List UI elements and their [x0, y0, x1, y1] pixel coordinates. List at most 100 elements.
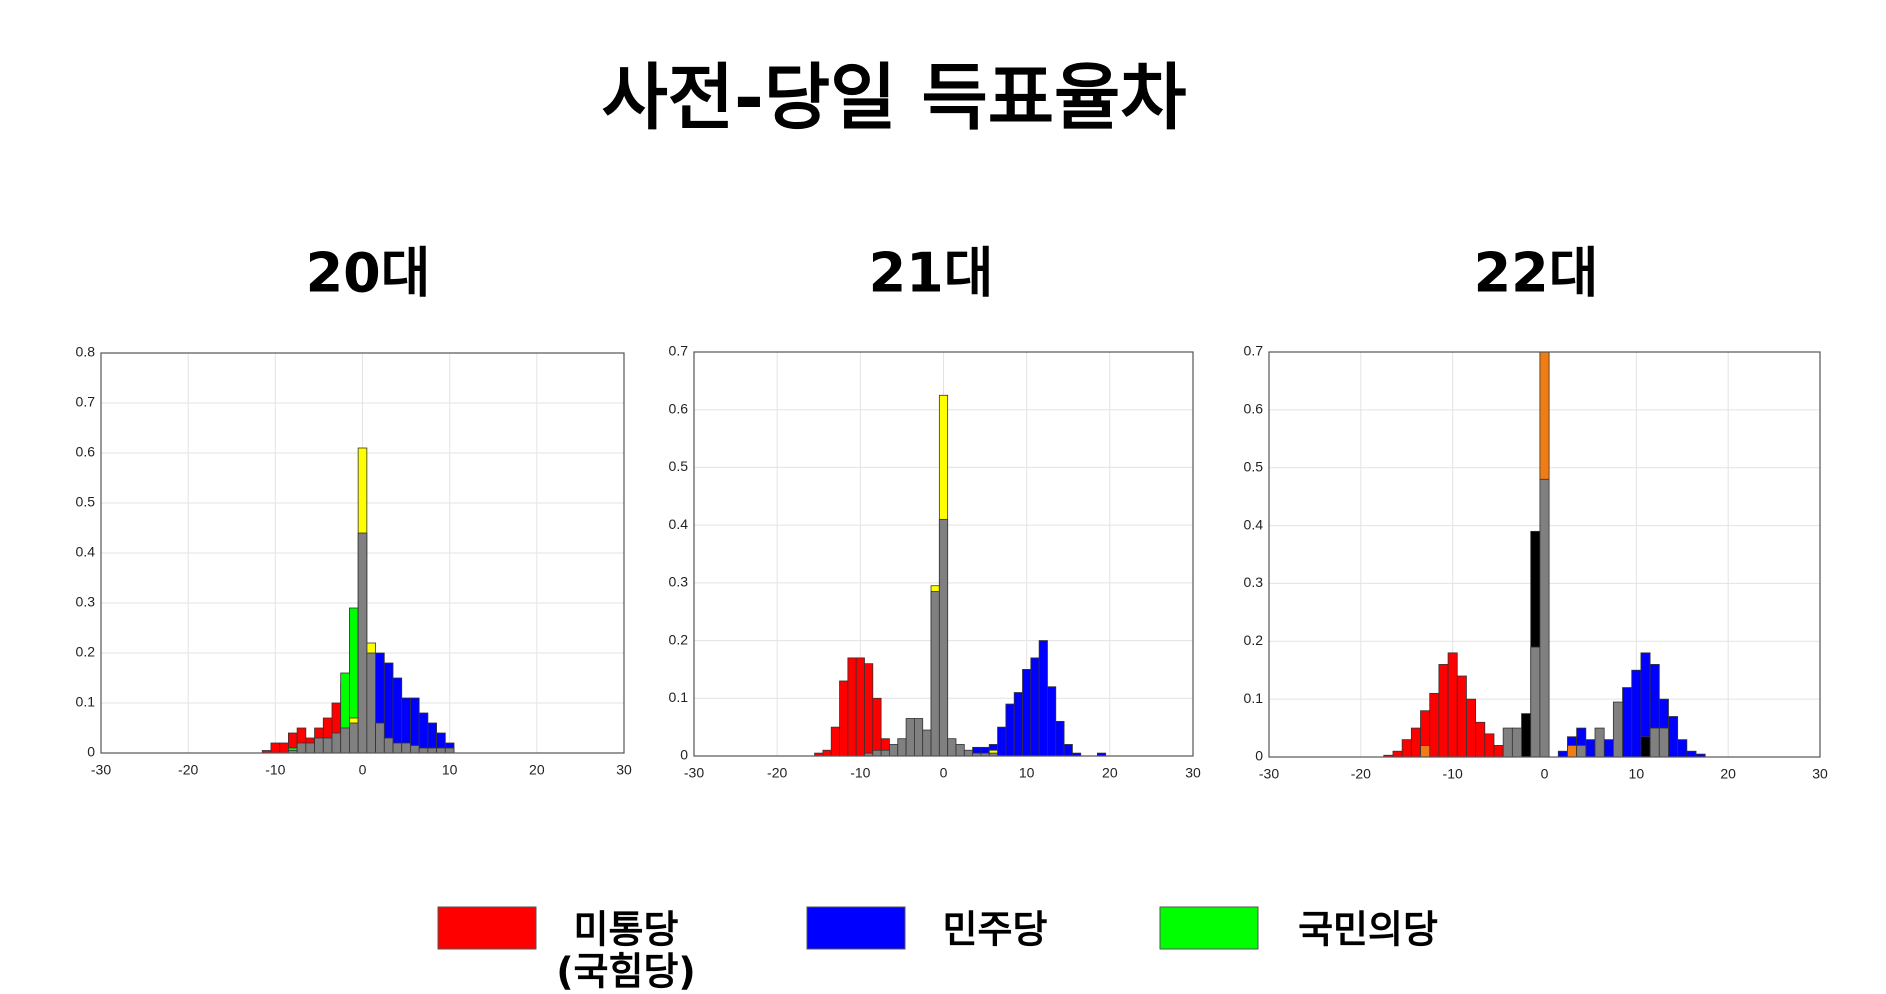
histogram-bar [1686, 750, 1697, 758]
histogram-bar [1631, 669, 1642, 758]
histogram-bar [296, 742, 307, 754]
histogram-bar [897, 738, 907, 757]
histogram-bar [410, 745, 420, 754]
y-tick-label: 0.1 [1244, 690, 1264, 706]
histogram-bar [1055, 720, 1065, 757]
histogram-bar [997, 726, 1007, 757]
histogram-bar [1567, 745, 1578, 758]
x-tick-label: -20 [178, 762, 198, 778]
histogram-bar [410, 697, 420, 754]
y-tick-label: 0.4 [1244, 516, 1264, 532]
histogram-bar [1047, 686, 1057, 757]
y-tick-label: 0.5 [76, 494, 96, 510]
y-tick-label: 0.3 [76, 594, 96, 610]
histogram-bar [889, 744, 899, 757]
histogram-bar [314, 737, 324, 754]
histogram-bar [392, 742, 403, 754]
histogram-bar [1640, 736, 1651, 758]
histogram-bar [864, 663, 874, 757]
histogram-bar [1493, 745, 1504, 758]
histogram-bar [436, 747, 446, 754]
histogram-bar [1539, 478, 1550, 758]
histogram-bar [279, 742, 289, 754]
x-tick-label: 0 [940, 765, 948, 781]
x-tick-label: -10 [850, 765, 870, 781]
histogram-bar [1484, 733, 1495, 758]
y-tick-label: 0.2 [76, 644, 96, 660]
histogram-bar [357, 532, 368, 754]
histogram-bar [905, 718, 915, 757]
histogram-bar [1557, 750, 1568, 758]
histogram-bar [1668, 716, 1679, 758]
histogram-bar [955, 744, 965, 757]
x-tick-label: 0 [1541, 766, 1549, 782]
legend-swatch [437, 906, 537, 950]
x-tick-label: -30 [1259, 766, 1279, 782]
histogram-bar [392, 677, 403, 754]
histogram-bar [1502, 727, 1513, 758]
histogram-bar [1585, 739, 1596, 758]
histogram-bar [1603, 739, 1614, 758]
histogram-bar [1429, 692, 1440, 758]
histogram-bar [305, 742, 315, 754]
chart-title: 22대 [1474, 242, 1599, 305]
histogram-bar [947, 738, 957, 757]
histogram-bar [1576, 745, 1587, 758]
x-tick-label: 10 [1019, 765, 1035, 781]
y-tick-label: 0.4 [76, 544, 96, 560]
x-tick-label: -20 [1351, 766, 1371, 782]
histogram-bar [444, 747, 455, 754]
histogram-bar [1530, 646, 1541, 758]
histogram-bar [1438, 664, 1449, 758]
x-tick-label: -30 [684, 765, 704, 781]
chart-title: 20대 [306, 242, 431, 305]
y-tick-label: 0.4 [669, 516, 689, 532]
histogram-bar [1063, 744, 1073, 757]
x-tick-label: 10 [1629, 766, 1645, 782]
legend-label: 국민의당 [1298, 908, 1438, 952]
histogram-bar [1447, 652, 1458, 758]
y-tick-label: 0.8 [76, 344, 96, 360]
plot-frame [693, 351, 1194, 757]
histogram-bar [418, 712, 429, 754]
legend-swatch [806, 906, 906, 950]
histogram-bar [418, 747, 429, 754]
histogram-bar [366, 652, 376, 754]
histogram-bar [1005, 703, 1015, 757]
histogram-bar [1022, 669, 1032, 757]
histogram-bar [847, 657, 857, 757]
histogram-bar [930, 591, 940, 757]
histogram-bar [830, 726, 840, 757]
histogram-bar [880, 749, 890, 757]
x-tick-label: -10 [265, 762, 285, 778]
histogram-bar [855, 657, 865, 757]
histogram-bar [1622, 687, 1633, 758]
histogram-bar [1038, 640, 1048, 757]
histogram-bar [1658, 727, 1669, 758]
histogram-bar [1677, 739, 1688, 758]
y-tick-label: 0.7 [76, 394, 96, 410]
plot-frame [1268, 351, 1821, 758]
histogram-bar [375, 722, 385, 754]
x-tick-label: -20 [767, 765, 787, 781]
x-tick-label: 20 [1102, 765, 1118, 781]
histogram-bar [1649, 727, 1660, 758]
histogram-chart: 22대 0 0.1 0.2 0.3 0.4 0.5 0.6 0.7 -30 -20 -10 0 10 20 3… [1244, 242, 1828, 782]
histogram-bar [1420, 745, 1431, 758]
histogram-bar [1475, 721, 1486, 758]
histogram-bar [1511, 727, 1522, 758]
y-tick-label: 0.6 [1244, 401, 1264, 417]
legend-label: 민주당 [943, 908, 1048, 952]
x-tick-label: 30 [1812, 766, 1828, 782]
y-tick-label: 0.2 [1244, 632, 1264, 648]
histogram-chart: 21대 0 0.1 0.2 0.3 0.4 0.5 0.6 0.7 -30 -20 -10 0 10 20 3… [669, 242, 1201, 781]
histogram-bar [349, 722, 359, 754]
histogram-bar [383, 737, 394, 754]
histogram-bar [1013, 692, 1023, 757]
page-title: 사전-당일 득표율차 [602, 56, 1187, 140]
legend-label: 미통당 [574, 908, 679, 952]
x-tick-label: -10 [1443, 766, 1463, 782]
y-tick-label: 0.1 [669, 689, 689, 705]
x-tick-label: 30 [1185, 765, 1201, 781]
